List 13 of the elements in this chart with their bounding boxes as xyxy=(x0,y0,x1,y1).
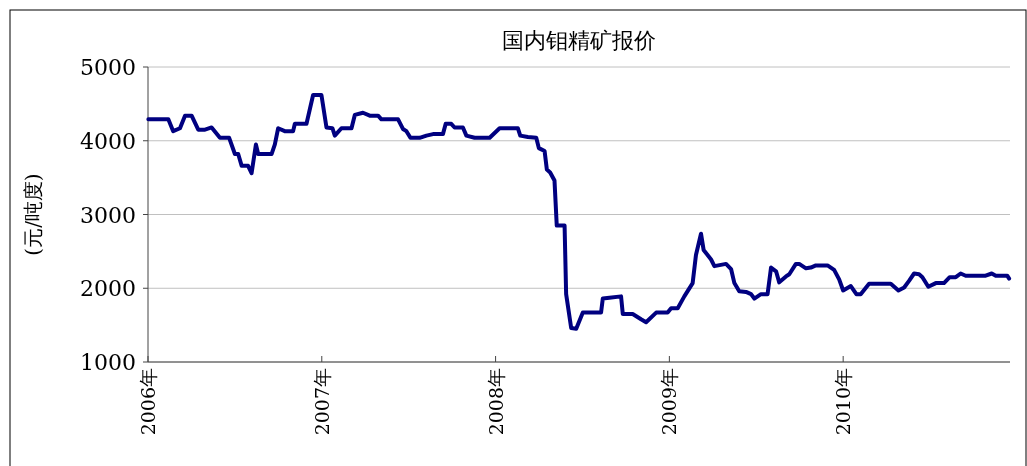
y-tick-label: 5000 xyxy=(80,55,136,80)
x-tick-label: 2008年 xyxy=(484,368,507,436)
chart-title: 国内钼精矿报价 xyxy=(502,28,656,53)
y-tick-label: 2000 xyxy=(80,276,136,302)
x-tick-label: 2010年 xyxy=(832,368,855,436)
y-tick-label: 1000 xyxy=(80,350,136,375)
x-tick-label: 2006年 xyxy=(137,368,159,436)
y-tick-label: 3000 xyxy=(80,202,136,228)
x-tick-label: 2007年 xyxy=(310,368,333,436)
y-axis-title: (元/吨度) xyxy=(21,173,45,256)
y-tick-label: 4000 xyxy=(80,128,136,154)
line-series xyxy=(146,93,1012,331)
x-tick-label: 2009年 xyxy=(658,368,681,436)
